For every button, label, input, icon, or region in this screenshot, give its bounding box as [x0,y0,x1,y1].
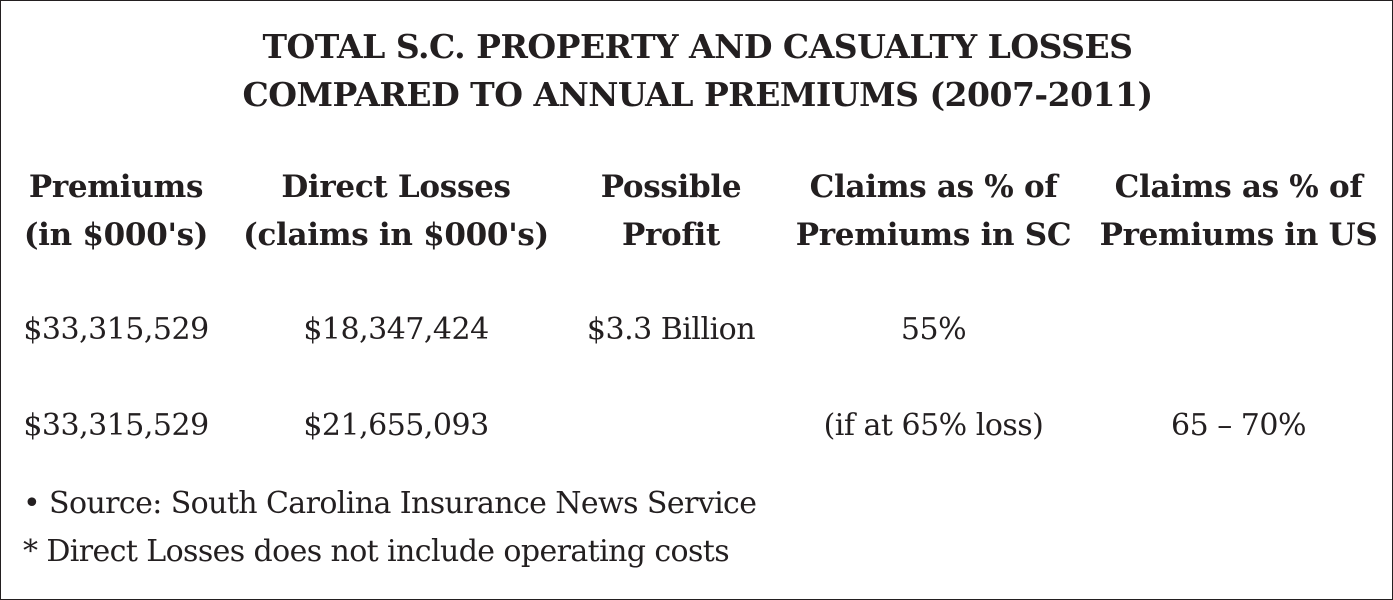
column-header-premiums-line-1: Premiums [28,169,204,205]
row-2-claims-sc-cell: (if at 65% loss) [823,408,1044,443]
row-2-direct-losses-cell: $21,655,093 [303,408,489,443]
column-header-claims-us: Claims as % of Premiums in US [1096,163,1381,259]
column-header-possible-profit-line-1: Possible [600,169,742,205]
row-1-premiums-cell: $33,315,529 [23,312,209,347]
row-1-claims-sc-cell: 55% [900,312,967,347]
column-header-premiums-line-2: (in $000's) [23,217,209,253]
document-title-line-1: TOTAL S.C. PROPERTY AND CASUALTY LOSSES [262,27,1134,66]
column-header-direct-losses-line-2: (claims in $000's) [243,217,549,253]
column-header-claims-us-line-2: Premiums in US [1099,217,1378,253]
column-header-claims-us-line-1: Claims as % of [1114,169,1363,205]
column-header-possible-profit: Possible Profit [566,163,776,259]
row-2-claims-us-cell: 65 – 70% [1171,408,1306,443]
column-header-claims-sc: Claims as % of Premiums in SC [791,163,1076,259]
source-note: • Source: South Carolina Insurance News … [23,486,757,521]
column-header-claims-sc-line-2: Premiums in SC [795,217,1072,253]
column-header-possible-profit-line-2: Profit [622,217,720,253]
column-header-direct-losses-line-1: Direct Losses [281,169,511,205]
document-title-line-2: COMPARED TO ANNUAL PREMIUMS (2007-2011) [242,75,1153,114]
row-1-possible-profit-cell: $3.3 Billion [586,312,756,347]
column-header-direct-losses: Direct Losses (claims in $000's) [241,163,551,259]
column-header-claims-sc-line-1: Claims as % of [809,169,1058,205]
footnote: * Direct Losses does not include operati… [23,534,730,569]
row-1-direct-losses-cell: $18,347,424 [303,312,489,347]
column-header-premiums: Premiums (in $000's) [16,163,216,259]
row-2-premiums-cell: $33,315,529 [23,408,209,443]
